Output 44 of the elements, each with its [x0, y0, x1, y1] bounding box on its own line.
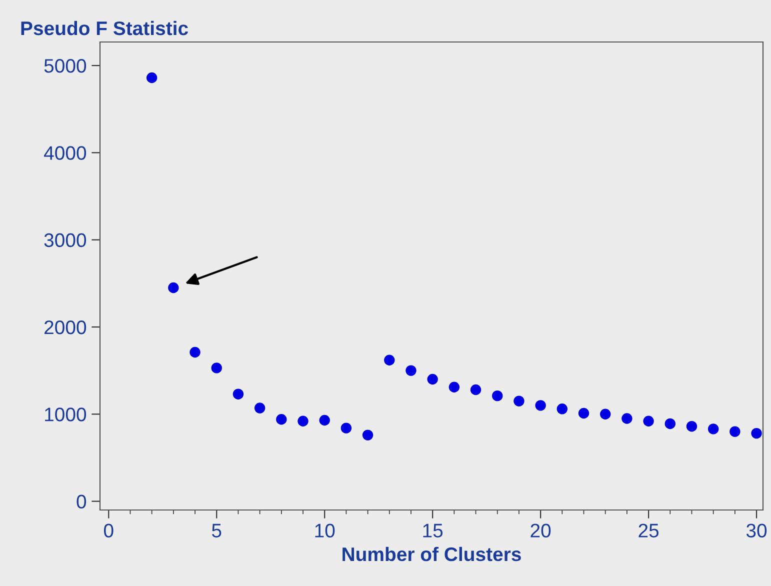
point	[190, 346, 200, 358]
y-tick-label: 2000	[44, 320, 86, 334]
point	[319, 414, 330, 426]
point	[514, 396, 524, 406]
point	[298, 416, 308, 426]
point	[276, 414, 287, 425]
x-tick-label: 10	[315, 524, 335, 538]
point	[535, 400, 546, 411]
x-tick-label: 0	[104, 524, 114, 538]
point	[146, 72, 158, 84]
y-tick-label: 1000	[45, 408, 86, 422]
point	[730, 426, 740, 437]
y-tick-label: 5000	[44, 59, 86, 73]
point	[340, 422, 352, 434]
point	[470, 384, 482, 396]
point	[362, 430, 374, 440]
point	[578, 408, 590, 419]
point	[384, 354, 395, 366]
point	[427, 374, 438, 385]
point	[600, 408, 611, 420]
point	[232, 388, 244, 400]
point	[168, 282, 179, 294]
point	[622, 413, 632, 424]
point	[556, 404, 568, 414]
y-tick-label: 3000	[44, 233, 86, 248]
point	[751, 428, 762, 439]
point	[406, 365, 416, 376]
point	[643, 416, 654, 426]
x-axis-title: Number of Clusters	[342, 546, 521, 562]
point	[211, 362, 222, 374]
x-tick-label: 20	[530, 524, 551, 538]
x-tick-label: 30	[746, 524, 767, 538]
point	[492, 390, 503, 402]
y-tick-label: 0	[76, 494, 86, 509]
y-tick-label: 4000	[44, 146, 86, 160]
x-tick-label: 5	[212, 524, 222, 538]
point	[664, 418, 676, 430]
x-tick-label: 15	[423, 524, 443, 538]
point	[708, 424, 719, 434]
chart-title: Pseudo F Statistic	[21, 20, 188, 36]
point	[686, 420, 698, 432]
x-tick-label: 25	[638, 524, 659, 538]
point	[254, 402, 266, 414]
point	[448, 382, 460, 392]
